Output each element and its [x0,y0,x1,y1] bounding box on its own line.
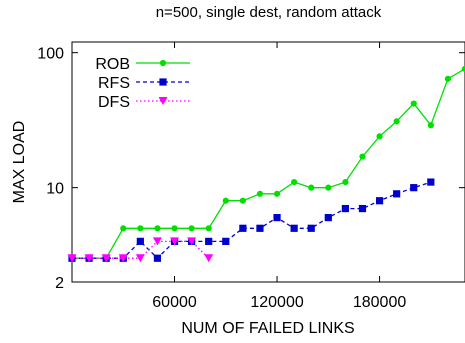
rfs-point [307,224,315,232]
rob-point [376,133,383,140]
rfs-point [410,184,418,192]
rfs-point [256,224,264,232]
rfs-point [341,204,349,213]
rob-point [188,225,195,232]
rfs-series [68,178,435,262]
rob-point [359,153,366,160]
rfs-point [273,214,281,222]
legend-marker-rob [159,59,167,67]
chart-title: n=500, single dest, random attack [155,4,382,21]
dfs-point [118,254,128,263]
rob-point [291,178,298,186]
dfs-point [135,254,145,263]
rob-point [171,225,178,232]
x-axis-title: NUM OF FAILED LINKS [181,320,354,337]
dfs-point [170,237,180,246]
dfs-point [84,254,94,263]
y-axis-title: MAX LOAD [11,121,28,204]
rob-point [273,190,281,197]
rfs-point [358,204,367,213]
rob-point [308,184,315,191]
dfs-point [152,237,162,246]
rfs-point [222,237,230,245]
rob-point [410,100,417,107]
legend-label-dfs: DFS [98,94,130,111]
rob-point [154,225,161,232]
rob-point [256,190,264,197]
rob-point [444,75,452,82]
legend: ROB RFS DFS [95,56,190,111]
rfs-line [72,181,432,260]
dfs-point [187,237,197,246]
axis-ticks: 60000 120000 180000 2 10 100 [37,42,465,311]
rob-point [205,225,212,232]
series-group [67,65,465,263]
rfs-point [205,237,213,245]
rfs-point [324,214,332,222]
rob-line [72,68,465,259]
rob-point [222,197,229,204]
rob-point [427,122,434,129]
x-tick-label: 120000 [250,294,303,311]
y-tick-label: 100 [37,46,64,63]
legend-label-rfs: RFS [98,75,130,92]
y-tick-label: 2 [55,275,64,292]
legend-marker-dfs [158,97,168,105]
rob-point [393,118,400,125]
rob-point [120,225,127,232]
legend-label-rob: ROB [95,56,130,73]
rob-point [137,225,144,232]
x-tick-label: 60000 [152,294,197,311]
dfs-point [67,254,77,263]
dfs-series [67,237,214,263]
legend-marker-rfs [159,78,167,86]
dfs-point [204,254,214,263]
x-tick-label: 180000 [353,294,406,311]
rfs-point [393,190,401,198]
dfs-point [101,254,111,263]
rfs-point [153,254,162,262]
rfs-point [239,224,247,232]
rob-point [342,178,349,186]
rfs-point [427,178,435,186]
plot-frame [71,41,465,283]
rfs-point [375,197,384,205]
rob-point [325,184,332,191]
y-tick-label: 10 [46,181,64,198]
rfs-point [136,237,144,245]
rfs-point [290,224,298,232]
rob-point [239,197,246,204]
